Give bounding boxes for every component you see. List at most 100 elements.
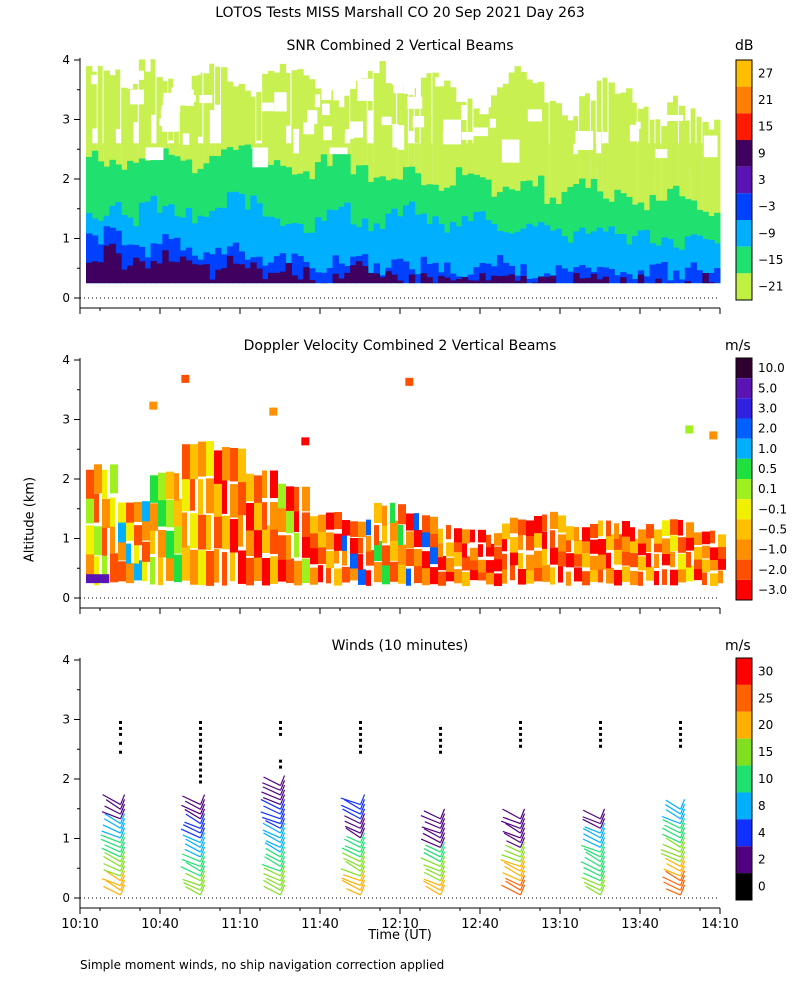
snr-cell [361,266,369,284]
snr-cell [203,216,210,284]
wind-barb [423,871,441,882]
velocity-cell [262,557,270,586]
snr-gap [293,128,300,154]
velocity-cell [406,513,414,531]
colorbar-swatch [736,519,752,540]
velocity-cell [206,514,211,550]
velocity-cell [278,557,286,582]
wind-barb [664,857,681,867]
velocity-cell [238,550,246,584]
wind-barb [104,852,121,863]
velocity-cell [374,525,379,546]
snr-cell [332,210,339,284]
velocity-cell [174,473,179,501]
velocity-cell [590,523,598,539]
snr-cell [191,223,199,284]
y-tick-label: 3 [62,413,70,427]
snr-cell [655,119,661,157]
wind-barb-shaft [439,813,446,824]
velocity-cell [158,529,166,558]
colorbar-swatch [736,738,752,766]
wind-barb [345,861,361,872]
wind-missing-dot [199,744,203,748]
snr-cell [379,61,386,284]
snr-cell [602,231,609,284]
wind-barb [102,794,121,806]
wind-barb-shaft [279,784,286,796]
velocity-cell [318,530,326,548]
snr-cell [608,82,615,284]
snr-cell [496,276,504,284]
wind-barb-shaft [439,870,446,881]
snr-cell [455,226,463,284]
velocity-cell [198,479,203,515]
wind-barb-shaft [679,851,686,862]
colorbar-swatch [736,140,752,167]
wind-barb-shaft [679,813,686,824]
snr-cell [596,279,604,284]
snr-cell [256,268,263,284]
wind-barb-shaft [519,813,526,824]
wind-barb-shaft [199,884,206,896]
wind-missing-dot [599,738,603,742]
wind-barb [662,833,681,844]
velocity-cell [238,448,246,483]
velocity-cell [366,550,374,566]
velocity-cell [326,566,331,584]
wind-missing-dot [199,780,203,784]
velocity-cell [214,549,219,583]
wind-barb [584,826,601,834]
velocity-cell [206,550,214,586]
velocity-cell [262,525,270,553]
velocity-cell [534,516,542,534]
velocity-cell [622,536,630,552]
wind-missing-dot [279,720,283,724]
velocity-cell [462,529,470,544]
velocity-cell [446,542,454,557]
velocity-cell [622,566,630,583]
wind-barb-shaft [199,832,206,843]
velocity-cell [382,564,390,585]
velocity-cell [590,539,598,554]
wind-missing-dot [439,726,443,730]
snr-cell [444,262,451,284]
wind-barb [265,877,281,887]
wind-barb-shaft [679,861,686,872]
colorbar-swatch [736,579,752,600]
wind-barb-shaft [359,870,366,881]
wind-missing-dot [679,732,683,736]
snr-cell [567,271,574,284]
wind-barb [341,847,361,858]
velocity-cell [198,514,206,550]
colorbar-label: 15 [758,120,773,134]
velocity-cell [438,543,443,558]
wind-missing-dot [519,744,523,748]
wind-barb [345,827,361,839]
snr-cell [127,244,134,284]
wind-barb [501,820,521,829]
velocity-cell [694,556,702,570]
wind-barb [425,844,441,853]
wind-barb-shaft [439,841,446,853]
wind-barb-shaft [599,856,606,867]
snr-cell [244,209,251,284]
velocity-cell [478,544,483,557]
wind-barb [103,863,121,872]
snr-gap [189,61,201,75]
colorbar-label: −9 [758,226,776,240]
snr-cell [138,261,146,284]
snr-cell [115,69,121,129]
wind-barb-shaft [279,861,286,872]
velocity-cell [334,533,342,551]
wind-barb [101,878,121,887]
velocity-cell [246,557,254,586]
snr-cell [485,220,492,284]
snr-cell [538,222,545,284]
velocity-cell [302,533,310,558]
velocity-cell [238,513,243,547]
wind-barb [582,827,601,839]
velocity-cell [654,538,662,553]
velocity-cell [710,573,718,587]
snr-cell [596,266,604,284]
velocity-cell [414,513,419,531]
